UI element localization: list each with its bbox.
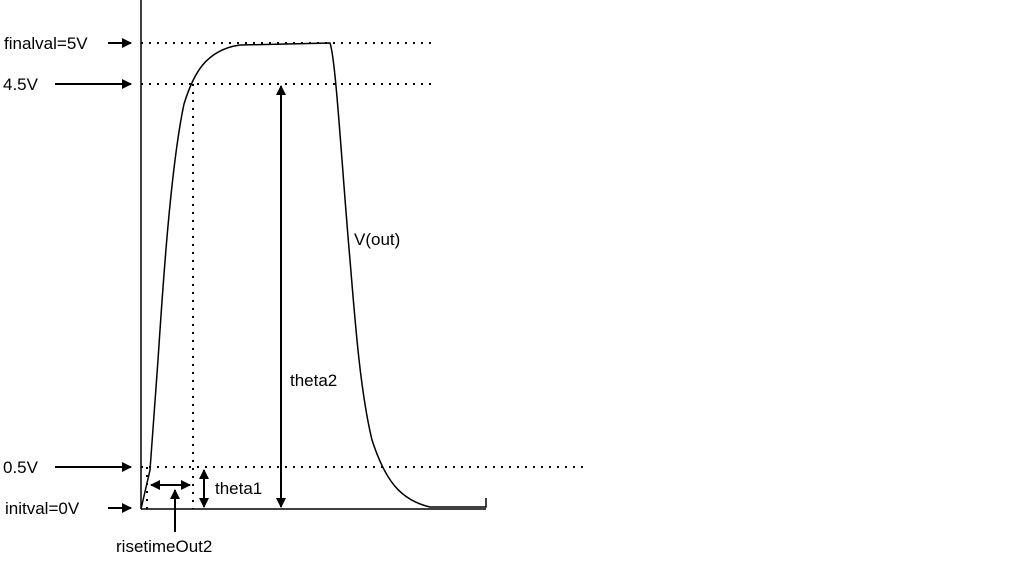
theta1-label: theta1 (215, 479, 262, 498)
theta2-label: theta2 (290, 371, 337, 390)
risetime-label: risetimeOut2 (116, 537, 212, 556)
vout-waveform (140, 42, 487, 510)
vout-label: V(out) (354, 230, 400, 249)
initval-label: initval=0V (5, 499, 80, 518)
v45-label: 4.5V (3, 75, 39, 94)
finalval-label: finalval=5V (4, 34, 88, 53)
v05-label: 0.5V (3, 458, 39, 477)
